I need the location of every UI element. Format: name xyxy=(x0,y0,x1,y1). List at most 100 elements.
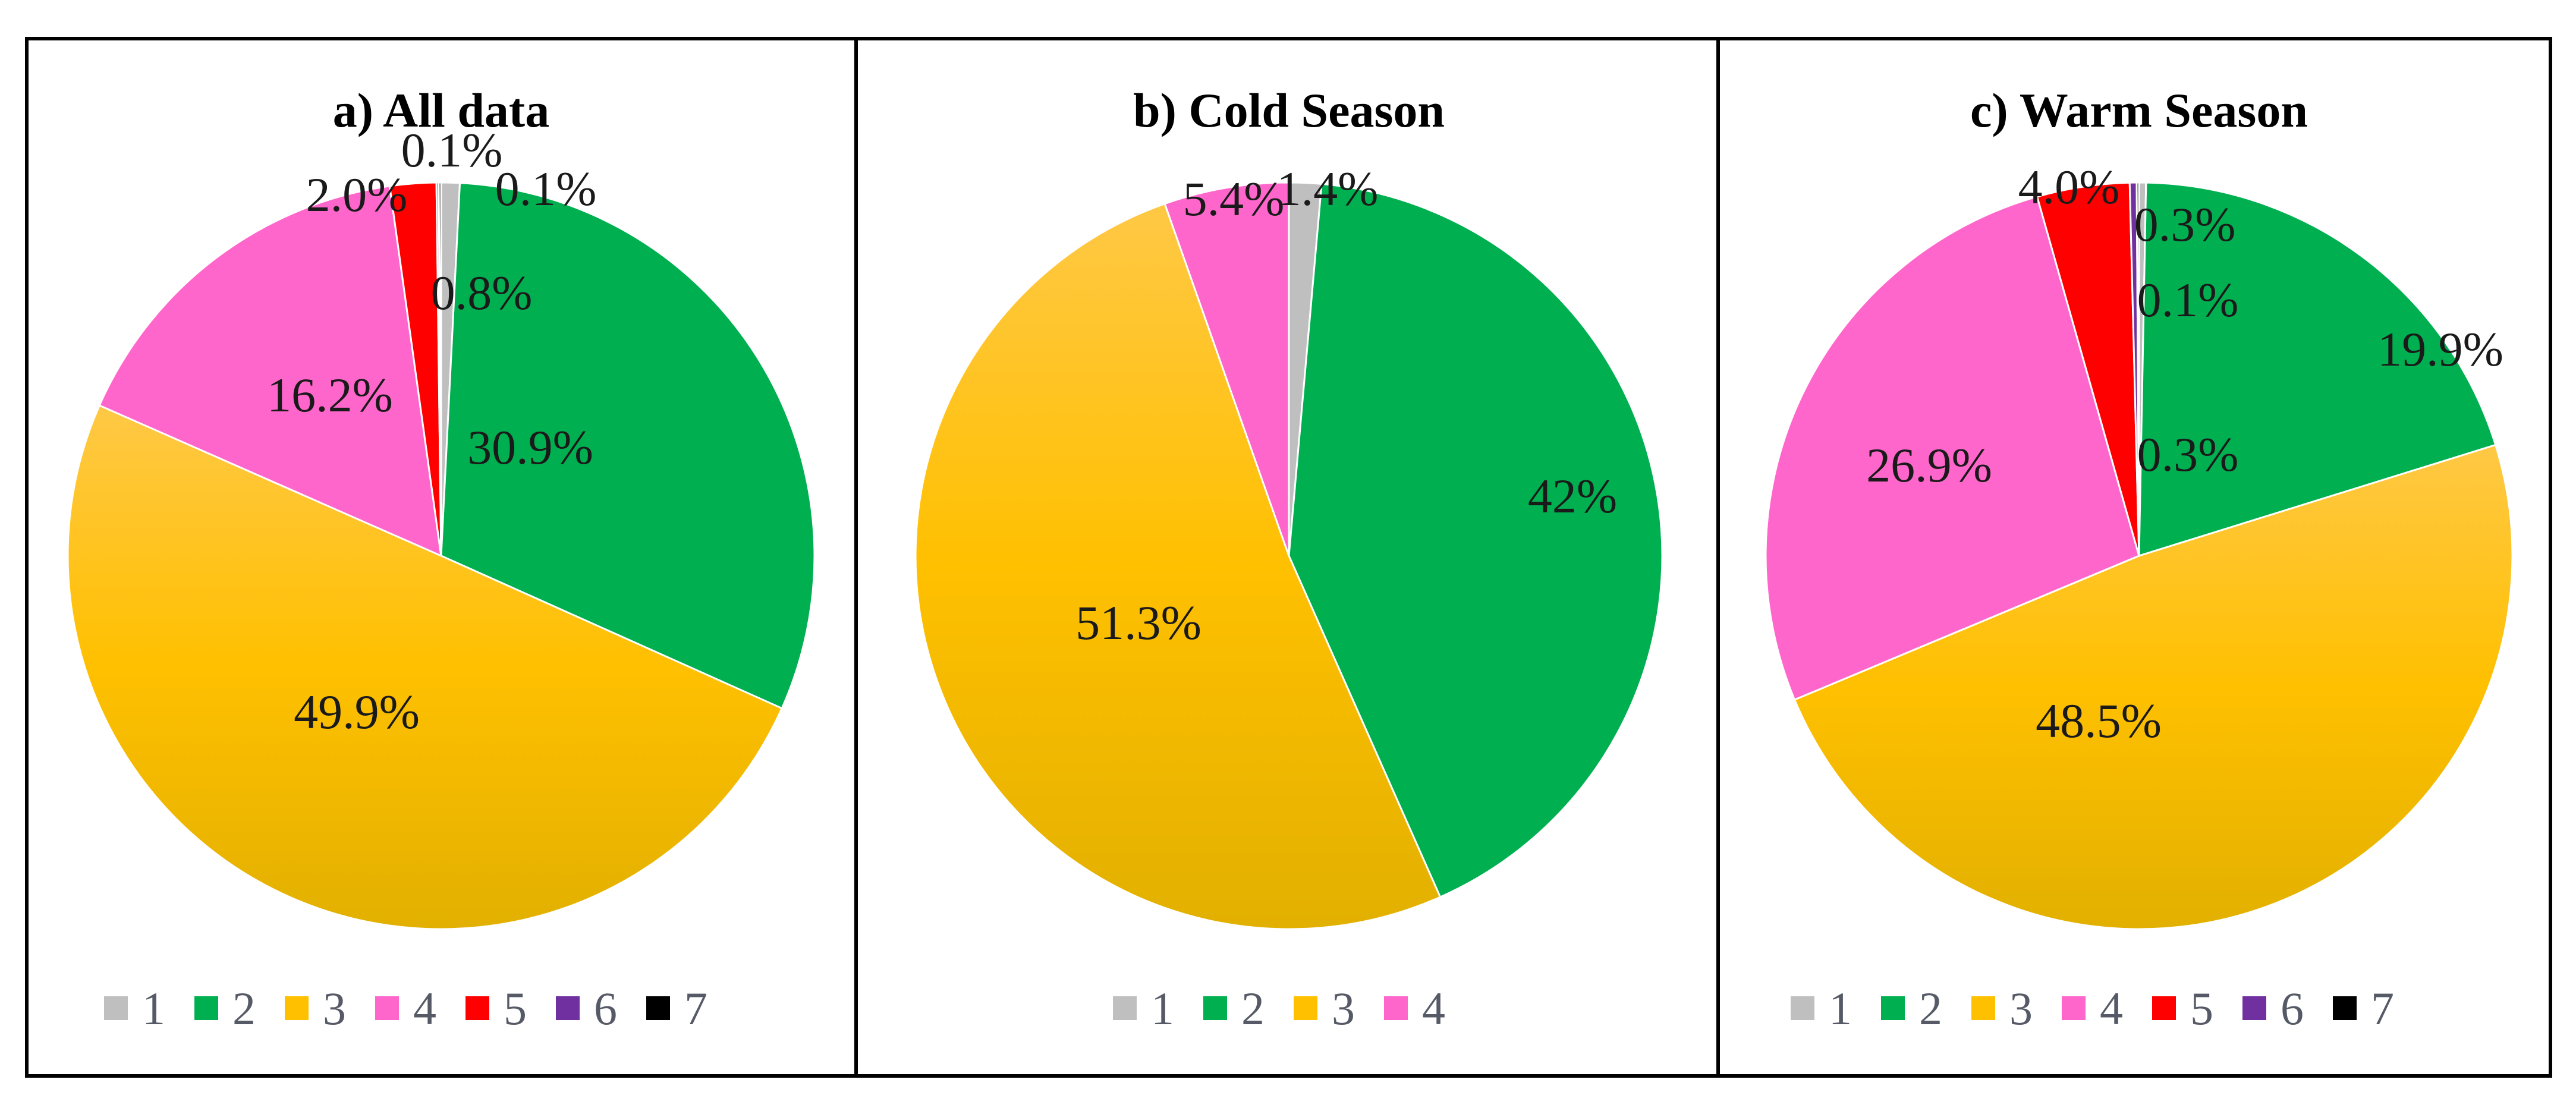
data-label-4: 26.9% xyxy=(1866,438,1992,492)
data-label-5: 4.0% xyxy=(2018,160,2120,214)
panel-b-legend: 1 2 3 4 xyxy=(1113,983,1445,1034)
pie-slice-2 xyxy=(440,182,816,710)
panel-c-title: c) Warm Season xyxy=(1970,83,2308,137)
legend-item-4: 4 xyxy=(1384,983,1445,1034)
data-label-1: 1.4% xyxy=(1277,162,1379,216)
legend-item-5: 5 xyxy=(2152,983,2213,1034)
legend-item-3: 3 xyxy=(1294,983,1355,1034)
legend-item-4: 4 xyxy=(2062,983,2123,1034)
legend-item-6: 6 xyxy=(556,983,617,1034)
legend-label-4: 4 xyxy=(1422,983,1445,1034)
panel-c: c) Warm Season 0.3%19.9%48.5%26.9%4.0%0.… xyxy=(1716,37,2552,1078)
data-label-4: 16.2% xyxy=(267,368,393,422)
legend-swatch-2 xyxy=(1203,996,1227,1020)
legend-label-4: 4 xyxy=(2100,983,2123,1034)
legend-item-2: 2 xyxy=(1881,983,1942,1034)
legend-swatch-5 xyxy=(2152,996,2176,1020)
pie-slice-4 xyxy=(1163,181,1290,556)
panel-b-pie xyxy=(914,181,1663,930)
legend-label-1: 1 xyxy=(1829,983,1852,1034)
legend-item-4: 4 xyxy=(375,983,436,1034)
legend-swatch-3 xyxy=(285,996,309,1020)
pie-slice-3 xyxy=(67,404,784,930)
panel-a-legend: 1 2 3 4 5 6 7 xyxy=(104,983,707,1034)
legend-swatch-3 xyxy=(1971,996,1995,1020)
pie-slice-3 xyxy=(1793,443,2514,930)
panel-c-legend: 1 2 3 4 5 6 7 xyxy=(1791,983,2394,1034)
legend-swatch-1 xyxy=(1791,996,1814,1020)
legend-item-2: 2 xyxy=(194,983,256,1034)
pie-slice-2 xyxy=(2138,181,2497,558)
legend-swatch-7 xyxy=(2333,996,2357,1020)
data-label-2: 30.9% xyxy=(467,420,593,474)
panel-b-title: b) Cold Season xyxy=(1133,83,1445,137)
panel-a-labels: 0.8%30.9%49.9%16.2%2.0%0.1%0.1% xyxy=(267,123,596,739)
data-label-6: 0.1% xyxy=(401,123,503,177)
panel-a-title: a) All data xyxy=(333,83,549,137)
legend-label-2: 2 xyxy=(1241,983,1265,1034)
pie-slice-7 xyxy=(438,181,442,556)
legend-label-3: 3 xyxy=(1332,983,1355,1034)
legend-swatch-2 xyxy=(194,996,218,1020)
panel-c-frame xyxy=(1716,37,2552,1078)
legend-label-6: 6 xyxy=(2281,983,2304,1034)
legend-label-1: 1 xyxy=(1151,983,1174,1034)
pie-slice-4 xyxy=(98,185,442,558)
legend-swatch-6 xyxy=(2242,996,2266,1020)
legend-label-5: 5 xyxy=(504,983,527,1034)
legend-swatch-5 xyxy=(465,996,489,1020)
data-label-7: 0.1% xyxy=(495,162,597,216)
data-label-7: 0.1% xyxy=(2137,273,2239,327)
legend-label-7: 7 xyxy=(2371,983,2394,1034)
legend-label-4: 4 xyxy=(413,983,436,1034)
data-label-5: 2.0% xyxy=(306,168,408,222)
legend-item-3: 3 xyxy=(1971,983,2033,1034)
panel-b-labels: 1.4% 42% 51.3% 5.4% xyxy=(1075,162,1617,650)
data-label-1: 0.8% xyxy=(431,266,533,320)
data-label-3: 48.5% xyxy=(2036,694,2162,748)
legend-label-3: 3 xyxy=(323,983,346,1034)
legend-swatch-6 xyxy=(556,996,580,1020)
legend-label-7: 7 xyxy=(684,983,707,1034)
legend-swatch-4 xyxy=(1384,996,1408,1020)
data-label-6: 0.3% xyxy=(2137,427,2239,481)
legend-label-6: 6 xyxy=(594,983,617,1034)
legend-item-7: 7 xyxy=(2333,983,2394,1034)
legend-label-3: 3 xyxy=(2009,983,2033,1034)
legend-swatch-4 xyxy=(375,996,399,1020)
legend-item-7: 7 xyxy=(646,983,707,1034)
legend-item-2: 2 xyxy=(1203,983,1265,1034)
data-label-3: 51.3% xyxy=(1075,596,1201,650)
pie-slice-3 xyxy=(914,202,1442,930)
panel-a-pie xyxy=(67,181,816,930)
legend-swatch-7 xyxy=(646,996,670,1020)
data-label-2: 42% xyxy=(1528,469,1617,523)
legend-item-3: 3 xyxy=(285,983,346,1034)
legend-item-1: 1 xyxy=(104,983,165,1034)
legend-label-1: 1 xyxy=(142,983,165,1034)
legend-item-1: 1 xyxy=(1791,983,1852,1034)
legend-label-5: 5 xyxy=(2190,983,2213,1034)
legend-label-2: 2 xyxy=(232,983,256,1034)
legend-swatch-4 xyxy=(2062,996,2086,1020)
legend-item-5: 5 xyxy=(465,983,527,1034)
data-label-4: 5.4% xyxy=(1183,172,1285,226)
legend-item-1: 1 xyxy=(1113,983,1174,1034)
legend-swatch-1 xyxy=(104,996,128,1020)
data-label-3: 49.9% xyxy=(294,685,420,739)
pie-slice-2 xyxy=(1288,182,1663,899)
panel-a: a) All data 0.8%30.9%49.9%16.2%2.0%0.1%0… xyxy=(25,37,858,1078)
pie-slice-4 xyxy=(1764,195,2140,701)
legend-swatch-3 xyxy=(1294,996,1317,1020)
panel-b: b) Cold Season 1.4% 42% 51.3% 5.4% 1 2 3 4 xyxy=(854,37,1720,1078)
data-label-2: 19.9% xyxy=(2377,322,2503,376)
panel-c-pie xyxy=(1764,181,2514,930)
panel-c-labels: 0.3% 19.9% 48.5% 26.9% 4.0% 0.3% 0.1% xyxy=(1866,160,2503,748)
pie-slice-7 xyxy=(2135,181,2140,556)
legend-swatch-1 xyxy=(1113,996,1137,1020)
legend-label-2: 2 xyxy=(1919,983,1942,1034)
legend-swatch-2 xyxy=(1881,996,1905,1020)
legend-item-6: 6 xyxy=(2242,983,2304,1034)
data-label-1: 0.3% xyxy=(2134,197,2236,251)
